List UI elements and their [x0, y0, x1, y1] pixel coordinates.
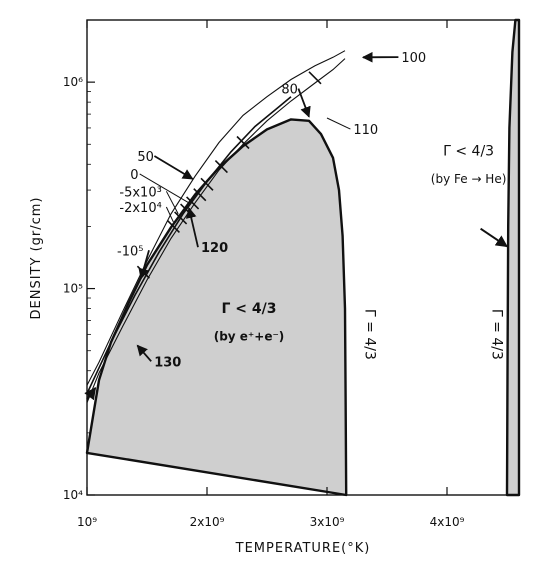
boundary-label-1: Γ = 4/3 [489, 309, 505, 360]
series-layer [86, 50, 346, 403]
annotation-leader-5 [297, 88, 311, 118]
annotation-label-7: 110 [353, 123, 378, 138]
y-tick-label-1: 10⁵ [63, 282, 83, 296]
track-tick-1 [166, 219, 180, 233]
annotation-layer: -10⁵ -2x10⁴-5x10³ 0 50 80 100 110 120 130 [117, 51, 426, 370]
annotation-leader-0 [138, 250, 150, 280]
annotation-label-3: 0 [130, 168, 138, 183]
axis-layer: 10⁹ 2x10⁹ 3x10⁹ 4x10⁹ 10⁴ 10⁵ 10⁶ [63, 19, 465, 529]
regions-layer [85, 18, 521, 497]
annotation-leader-2 [165, 191, 179, 215]
annotation-label-2: -5x10³ [119, 185, 161, 200]
region-pair [85, 118, 348, 497]
boundary-label-0: Γ = 4/3 [361, 309, 377, 360]
track-tick-5 [193, 188, 207, 202]
track-tick-4 [186, 196, 200, 210]
track-tick-7 [214, 160, 228, 174]
x-axis-title: TEMPERATURE(°K) [235, 541, 371, 556]
track-tick-9 [308, 71, 322, 85]
annotation-label-6: 100 [401, 51, 426, 66]
region-label-iron-line1: Γ < 4/3 [443, 144, 494, 160]
annotation-leader-4 [153, 155, 194, 180]
region-label-layer: Γ < 4/3 (by e⁺+e⁻) Γ < 4/3 (by Fe → He) Γ = … [214, 144, 507, 360]
x-tick-label-1: 2x10⁹ [190, 515, 225, 529]
region-label-pair-line2: (by e⁺+e⁻) [214, 330, 285, 344]
annotation-label-8: 120 [201, 241, 228, 256]
annotation-leader-7 [326, 117, 351, 130]
entry-arrow [84, 387, 97, 401]
annotation-label-5: 80 [281, 83, 298, 98]
track-tick-6 [200, 177, 214, 191]
annotation-leader-3 [139, 173, 190, 204]
annotation-leader-8 [185, 207, 199, 248]
x-tick-label-2: 3x10⁹ [310, 515, 345, 529]
series-line-track_lower [86, 58, 346, 403]
series-line-track_middle [86, 96, 292, 394]
annotation-label-4: 50 [137, 150, 154, 165]
region-label-iron-line2: (by Fe → He) [431, 172, 507, 186]
track-tick-2 [174, 211, 188, 225]
arrows-layer [84, 227, 508, 401]
region-label-pair-line1: Γ < 4/3 [222, 301, 277, 317]
annotation-label-1: -2x10⁴ [119, 201, 161, 216]
annotation-label-9: 130 [154, 355, 181, 370]
y-axis-title: DENSITY (gr/cm) [29, 197, 44, 320]
y-tick-label-2: 10⁶ [63, 75, 83, 89]
series-line-track_upper [86, 50, 346, 386]
x-tick-label-0: 10⁹ [77, 515, 97, 529]
y-tick-label-0: 10⁴ [63, 488, 83, 502]
annotation-leader-9 [136, 344, 152, 362]
annotation-leader-1 [165, 206, 174, 223]
fe-arrow [480, 227, 508, 248]
annotation-label-0: -10⁵ [117, 244, 143, 259]
track-tick-8 [236, 135, 250, 150]
plot-frame [86, 19, 520, 496]
x-tick-label-3: 4x10⁹ [430, 515, 465, 529]
track-ticks-layer [136, 71, 322, 279]
region-iron [505, 18, 521, 497]
